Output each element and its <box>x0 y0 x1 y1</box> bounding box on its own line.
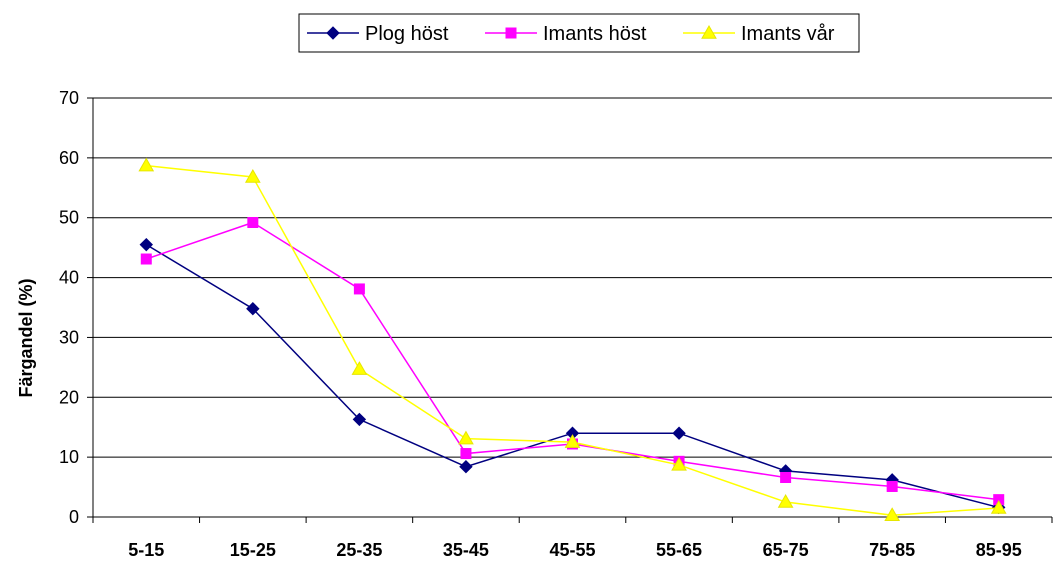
axes <box>92 98 1052 518</box>
data-point <box>886 480 898 492</box>
data-point <box>780 471 792 483</box>
legend-label: Imants höst <box>543 23 647 45</box>
series-square <box>140 217 1005 506</box>
x-tick-label: 65-75 <box>763 540 809 560</box>
data-point <box>247 217 259 229</box>
x-tick-label: 35-45 <box>443 540 489 560</box>
series-triangle <box>138 157 1007 521</box>
x-tick-label: 45-55 <box>549 540 595 560</box>
data-point <box>459 460 473 474</box>
x-tick-label: 75-85 <box>869 540 915 560</box>
x-tick-label: 85-95 <box>976 540 1022 560</box>
data-point <box>351 361 368 375</box>
x-tick-label: 15-25 <box>230 540 276 560</box>
y-tick-label: 40 <box>59 268 79 288</box>
y-axis-ticks: 0 10 20 30 40 50 60 70 <box>59 88 93 527</box>
series-line <box>146 221 999 501</box>
data-point <box>353 283 365 295</box>
legend-marker <box>701 24 717 39</box>
data-point <box>138 157 155 172</box>
data-point <box>564 434 581 448</box>
x-tick-label: 5-15 <box>128 540 164 560</box>
legend-item: Plog höst <box>307 23 449 45</box>
y-tick-label: 30 <box>59 327 79 347</box>
data-point <box>990 500 1007 514</box>
data-point <box>460 448 472 460</box>
gridlines <box>93 97 1052 458</box>
x-tick-label: 55-65 <box>656 540 702 560</box>
data-point <box>139 237 153 252</box>
data-point <box>352 412 367 427</box>
x-tick-label: 25-35 <box>336 540 382 560</box>
series-layer <box>138 157 1007 521</box>
legend: Plog höst Imants höst Imants vår <box>298 13 860 53</box>
data-point <box>777 494 794 508</box>
data-point <box>246 301 260 316</box>
y-tick-label: 60 <box>59 148 79 168</box>
legend-marker <box>505 27 517 39</box>
y-axis-title: Färgandel (%) <box>16 278 36 397</box>
data-point <box>244 169 261 183</box>
data-point <box>884 507 901 521</box>
y-tick-label: 50 <box>59 208 79 228</box>
data-point <box>458 430 474 445</box>
data-point <box>671 456 687 471</box>
y-tick-label: 20 <box>59 387 79 407</box>
series-line <box>145 244 999 509</box>
legend-label: Plog höst <box>365 23 449 45</box>
y-tick-label: 10 <box>59 447 79 467</box>
data-point <box>140 253 152 265</box>
data-point <box>672 426 686 440</box>
series-diamond <box>139 237 1006 515</box>
y-tick-label: 70 <box>59 88 79 108</box>
legend-marker <box>326 26 340 40</box>
legend-item: Imants höst <box>485 23 647 45</box>
legend-frame <box>298 13 860 53</box>
legend-item: Imants vår <box>683 23 835 45</box>
legend-label: Imants vår <box>741 23 835 45</box>
y-tick-label: 0 <box>69 507 79 527</box>
x-axis-ticks: 5-15 15-25 25-35 35-45 45-55 55-65 65-75 75-85 8… <box>92 517 1053 560</box>
